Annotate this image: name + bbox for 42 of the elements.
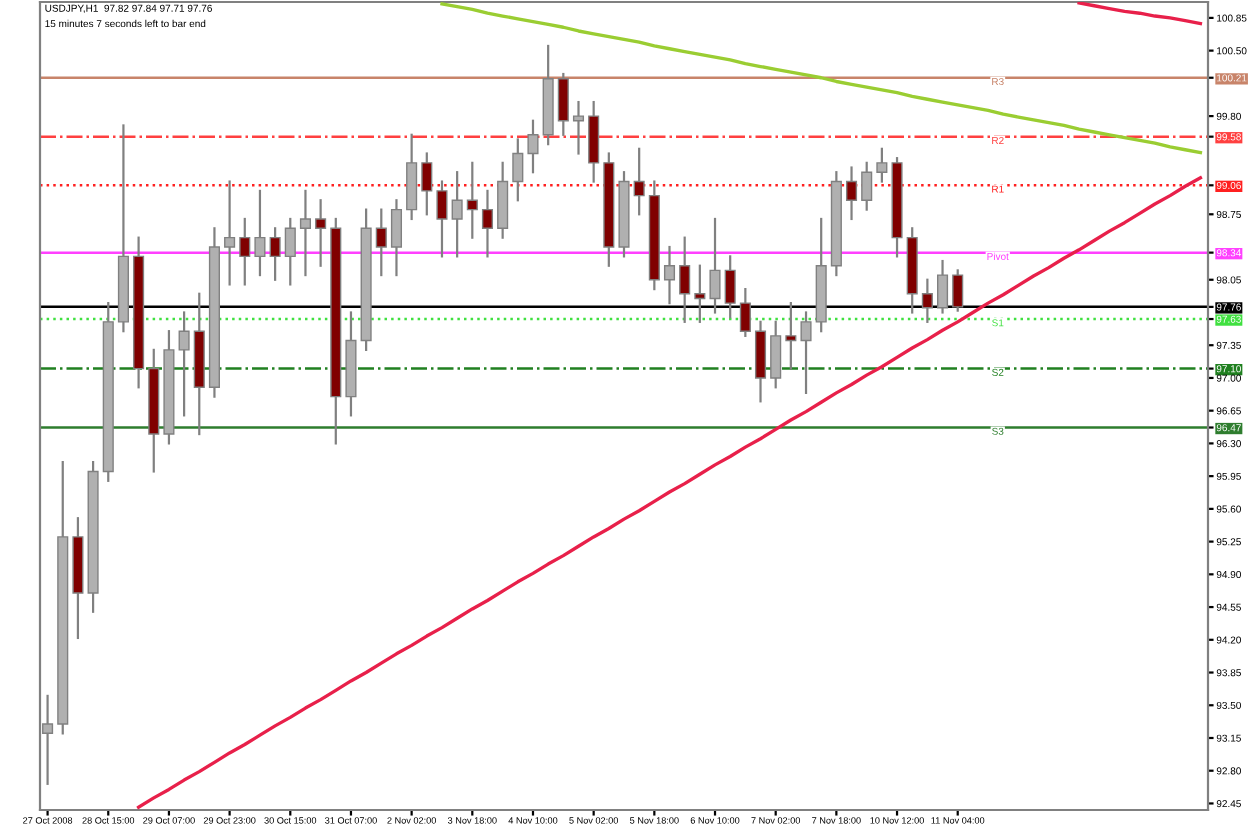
candlestick <box>572 100 585 155</box>
candlestick <box>739 287 751 337</box>
candlestick <box>315 199 327 267</box>
candlestick <box>178 311 190 417</box>
candlestick <box>921 278 933 323</box>
candlestick <box>481 189 494 258</box>
candlestick <box>390 199 403 277</box>
candlestick <box>239 217 251 286</box>
candlestick <box>770 320 782 389</box>
candlestick <box>663 245 676 305</box>
candlestick <box>436 180 448 258</box>
candlestick <box>936 259 949 314</box>
candlestick <box>709 217 721 314</box>
candlestick <box>527 119 539 174</box>
candlestick <box>588 100 600 183</box>
candlestick <box>724 255 736 319</box>
line-series <box>440 2 1203 155</box>
candlestick <box>785 302 797 370</box>
candlestick <box>497 161 509 239</box>
candlestick <box>952 269 964 312</box>
candlestick <box>224 180 236 286</box>
candlestick <box>800 311 812 395</box>
candlestick <box>375 208 387 277</box>
candlestick <box>633 147 645 216</box>
candlestick <box>694 264 706 323</box>
candlestick <box>269 227 281 281</box>
candlestick <box>679 236 691 323</box>
line-series <box>136 176 1203 809</box>
candlestick <box>451 171 463 258</box>
candlestick <box>861 161 873 211</box>
candlestick <box>254 189 266 277</box>
candlestick <box>845 166 858 221</box>
candlestick <box>754 320 767 403</box>
candlestick <box>512 138 524 202</box>
candlestick <box>466 161 478 239</box>
candlestick <box>421 152 433 216</box>
candlestick <box>557 72 569 136</box>
candlestick <box>406 133 418 221</box>
candlestick <box>876 147 888 183</box>
candlestick <box>299 189 312 277</box>
candlestick <box>284 217 296 286</box>
line-series <box>1077 2 1203 26</box>
